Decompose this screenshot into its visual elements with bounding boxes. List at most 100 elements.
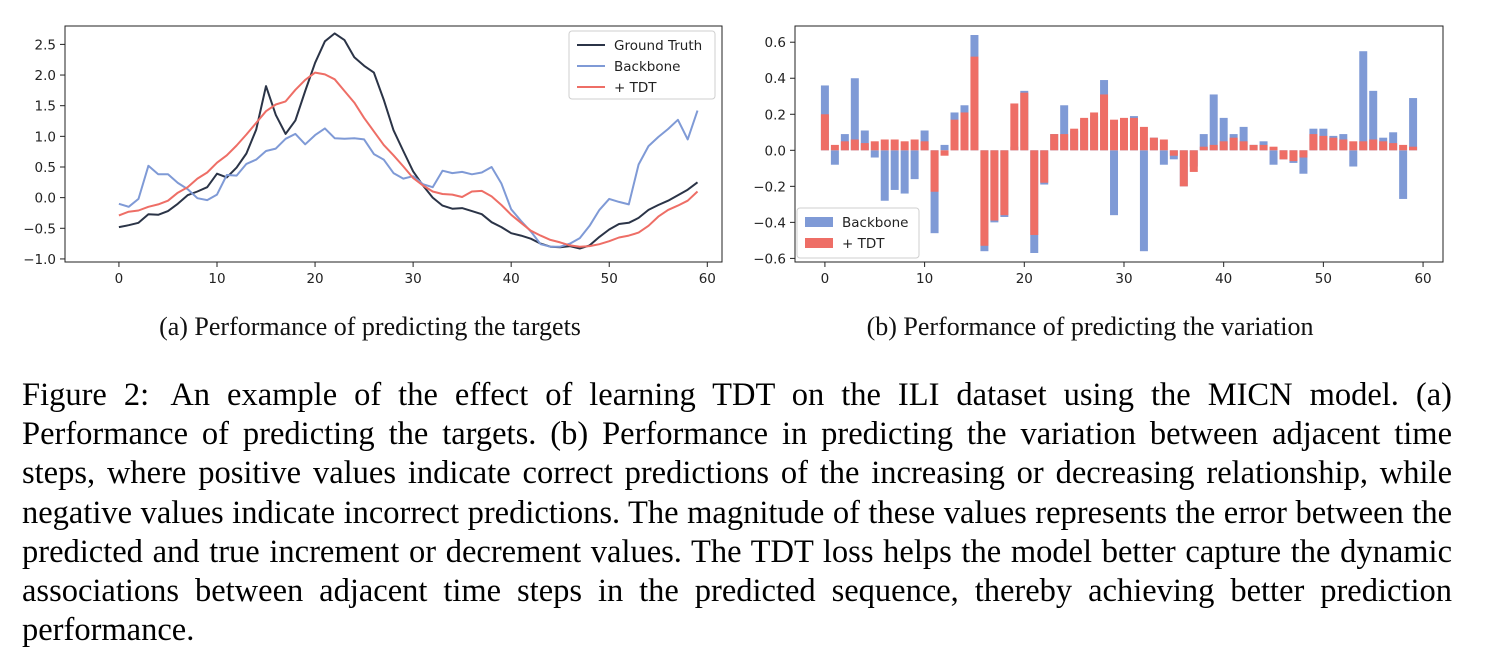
b-bar-backbone [860, 130, 869, 151]
b-bar-backbone [1159, 150, 1168, 165]
b-bar-backbone [1359, 51, 1368, 151]
a-x-tick-label: 50 [601, 271, 618, 287]
b-bar-tdt [1080, 117, 1089, 151]
b-bar-backbone [850, 78, 859, 151]
a-y-tick-label: −0.5 [23, 221, 56, 237]
b-legend-swatch [805, 217, 833, 227]
b-y-tick-label: 0.4 [765, 71, 786, 87]
b-bar-backbone [1399, 150, 1408, 199]
b-bar-tdt [1259, 144, 1268, 151]
a-x-tick-label: 40 [503, 271, 520, 287]
b-bar-tdt [1279, 150, 1288, 160]
b-bar-backbone [1209, 94, 1218, 151]
b-bar-tdt [1020, 92, 1029, 151]
a-y-tick-label: 0.0 [35, 191, 56, 207]
a-series-line [118, 32, 699, 250]
a-x-tick-label: 30 [405, 271, 422, 287]
b-legend-label: + TDT [842, 236, 885, 252]
a-y-tick-label: −1.0 [23, 252, 56, 268]
b-bar-tdt [930, 150, 939, 192]
b-bar-tdt [870, 141, 879, 151]
b-x-tick-label: 40 [1215, 271, 1232, 287]
b-bar-tdt [840, 141, 849, 151]
b-legend-swatch [805, 238, 833, 248]
b-bar-tdt [1000, 150, 1009, 216]
b-bar-tdt [1329, 137, 1338, 151]
b-bar-tdt [1110, 119, 1119, 151]
a-legend-label: Ground Truth [614, 38, 702, 54]
b-bar-backbone [1139, 150, 1148, 252]
b-bar-tdt [1129, 117, 1138, 151]
b-bar-tdt [1100, 94, 1109, 151]
b-bar-tdt [970, 56, 979, 151]
figure-caption-text: An example of the effect of learning TDT… [22, 377, 1452, 649]
figure-caption: Figure 2: An example of the effect of le… [22, 376, 1452, 650]
subcaption-b: (b) Performance of predicting the variat… [866, 312, 1314, 341]
b-bar-tdt [1359, 141, 1368, 151]
b-x-tick-label: 10 [916, 271, 933, 287]
a-y-tick-label: 1.5 [35, 99, 56, 115]
b-bar-tdt [1219, 141, 1228, 151]
b-bar-backbone [900, 150, 909, 194]
b-bar-tdt [1169, 150, 1178, 156]
b-bar-tdt [1299, 150, 1308, 158]
a-series-line [118, 110, 699, 248]
b-bar-tdt [890, 139, 899, 151]
a-y-tick-label: 2.0 [35, 68, 56, 84]
b-bar-tdt [960, 112, 969, 151]
b-bar-backbone [1219, 117, 1228, 151]
b-bar-tdt [1070, 128, 1079, 151]
b-bar-tdt [1139, 126, 1148, 151]
b-bar-tdt [940, 150, 949, 156]
b-bar-tdt [980, 150, 989, 246]
b-bar-tdt [1389, 143, 1398, 151]
b-bar-backbone [1349, 150, 1358, 167]
bar-chart-variation: 0 10 20 30 40 50 60 −0.6 −0.4 −0.2 0.0 0.2 0.4 0.6 Bac… [753, 25, 1444, 287]
b-x-tick-label: 30 [1115, 271, 1132, 287]
b-bar-tdt [820, 114, 829, 151]
b-bar-tdt [1229, 137, 1238, 151]
b-bar-backbone [880, 150, 889, 201]
b-bar-tdt [1209, 144, 1218, 151]
b-bar-tdt [1379, 141, 1388, 151]
a-x-tick-label: 0 [115, 271, 124, 287]
b-bar-tdt [1369, 139, 1378, 151]
b-bar-backbone [1299, 150, 1308, 174]
a-plot-frame [64, 25, 723, 263]
subcaption-a: (a) Performance of predicting the target… [159, 312, 581, 341]
b-bar-backbone [1239, 126, 1248, 151]
line-chart-targets: 0 10 20 30 40 50 60 −1.0 −0.5 0.0 0.5 1.0 1.5 2.0 2.5 G… [23, 25, 723, 287]
b-bar-tdt [900, 141, 909, 151]
b-bar-backbone [1409, 98, 1418, 151]
b-bar-tdt [1179, 150, 1188, 187]
b-bar-tdt [1040, 150, 1049, 183]
b-bar-tdt [1090, 112, 1099, 151]
b-bar-tdt [1349, 141, 1358, 151]
b-x-tick-label: 0 [821, 271, 830, 287]
b-bar-tdt [1409, 146, 1418, 151]
b-bar-tdt [860, 143, 869, 151]
b-bar-backbone [890, 150, 899, 190]
b-x-tick-label: 50 [1315, 271, 1332, 287]
b-bar-tdt [990, 150, 999, 221]
b-bar-tdt [1030, 150, 1039, 235]
a-legend-label: + TDT [614, 80, 657, 96]
b-bar-tdt [1189, 150, 1198, 172]
b-bar-tdt [950, 119, 959, 151]
b-bar-backbone [1110, 150, 1119, 216]
b-bar-tdt [910, 139, 919, 151]
b-bar-tdt [1239, 141, 1248, 151]
b-bar-backbone [940, 144, 949, 151]
b-bar-tdt [850, 139, 859, 151]
a-series-line [118, 71, 699, 248]
b-bar-tdt [1249, 144, 1258, 151]
b-y-tick-label: −0.4 [753, 215, 786, 231]
a-legend-label: Backbone [614, 59, 680, 75]
b-bar-tdt [1399, 144, 1408, 151]
b-x-tick-label: 20 [1016, 271, 1033, 287]
b-bar-tdt [1149, 137, 1158, 151]
b-bar-backbone [920, 130, 929, 151]
a-x-tick-label: 20 [306, 271, 323, 287]
b-bar-tdt [1339, 139, 1348, 151]
b-bar-tdt [1309, 134, 1318, 151]
